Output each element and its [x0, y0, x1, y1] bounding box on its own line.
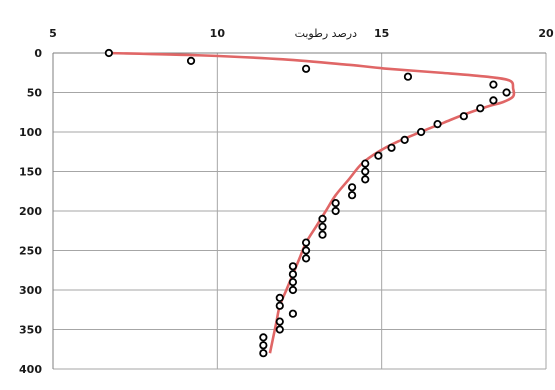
data-point	[459, 112, 468, 121]
y-tick-label: 350	[19, 324, 42, 337]
data-point	[347, 191, 357, 200]
data-point	[400, 135, 409, 144]
data-point	[417, 127, 426, 137]
data-point	[403, 72, 413, 81]
data-point	[489, 96, 498, 105]
x-axis-title: درصد رطوبت	[295, 27, 358, 40]
y-tick-label: 250	[19, 245, 42, 258]
data-point	[259, 341, 268, 350]
data-point	[259, 349, 268, 358]
data-point	[476, 104, 485, 113]
fit-curve	[108, 51, 516, 354]
data-point	[318, 222, 327, 231]
data-point	[489, 80, 498, 89]
data-point	[301, 64, 311, 73]
data-point	[275, 301, 284, 310]
data-point	[318, 230, 327, 239]
data-point	[433, 120, 442, 129]
data-point	[301, 238, 311, 247]
data-point	[361, 159, 370, 168]
data-point	[288, 277, 298, 287]
data-points-group	[104, 48, 511, 358]
tick-labels: 0 50 100 150 200 250 300 350 400 5 10 15 20	[19, 27, 554, 376]
data-point	[361, 175, 370, 184]
x-tick-label: 20	[538, 27, 554, 40]
data-point	[301, 254, 311, 263]
data-point	[288, 270, 298, 279]
x-tick-label: 15	[374, 27, 389, 40]
fit-curve-group	[108, 51, 516, 354]
data-point	[331, 199, 340, 208]
y-tick-label: 0	[34, 47, 42, 60]
data-point	[301, 246, 311, 255]
data-point	[387, 143, 396, 152]
data-point	[275, 293, 284, 302]
data-point	[275, 325, 284, 334]
x-tick-label: 5	[49, 27, 57, 40]
y-tick-label: 200	[19, 205, 42, 218]
grid	[53, 53, 547, 370]
y-tick-label: 50	[27, 87, 43, 100]
data-point	[275, 317, 284, 326]
y-tick-label: 300	[19, 284, 42, 297]
data-point	[259, 333, 268, 342]
x-tick-label: 10	[210, 27, 226, 40]
data-point	[331, 206, 340, 216]
data-point	[318, 214, 327, 223]
data-point	[502, 88, 511, 97]
data-point	[361, 167, 370, 176]
data-point	[374, 151, 383, 160]
data-point	[288, 262, 298, 271]
y-tick-label: 100	[19, 126, 42, 139]
data-point	[186, 56, 196, 66]
data-point	[104, 48, 113, 58]
y-tick-label: 150	[19, 166, 42, 179]
data-point	[288, 309, 298, 318]
data-point	[288, 285, 298, 295]
y-tick-label: 400	[19, 363, 42, 376]
data-point	[347, 183, 357, 192]
